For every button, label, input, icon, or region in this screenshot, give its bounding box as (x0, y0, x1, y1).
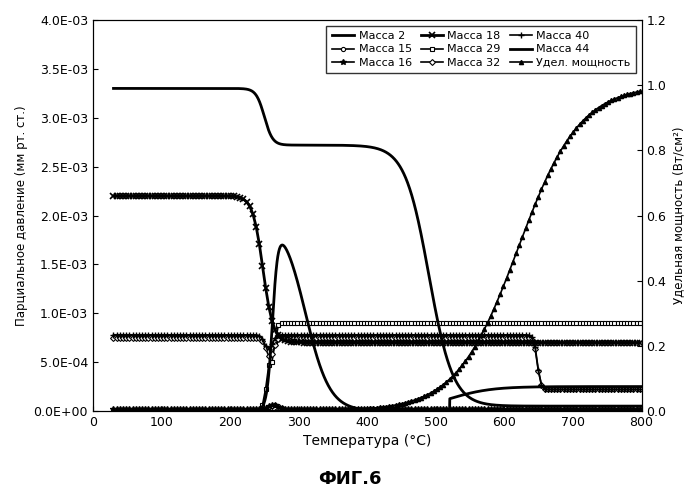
Масса 18 (372, 340, 381, 346)
Масса 44 (638, 384, 646, 389)
Масса 32 (636, 387, 644, 392)
Масса 15 (376, 408, 384, 414)
Масса 15 (458, 408, 466, 414)
Масса 32 (296, 335, 304, 341)
Масса 32 (379, 335, 387, 341)
Масса 2 (622, 403, 630, 409)
Масса 29 (109, 408, 118, 414)
Масса 15 (496, 408, 505, 414)
Масса 15 (382, 408, 391, 414)
X-axis label: Температура (°C): Температура (°C) (303, 434, 431, 449)
Text: ФИГ.6: ФИГ.6 (318, 470, 382, 488)
Line: Масса 32: Масса 32 (111, 336, 642, 391)
Масса 2 (366, 144, 375, 150)
Line: Удел. мощность: Удел. мощность (111, 89, 642, 413)
Масса 40 (379, 332, 387, 338)
Масса 16 (382, 406, 391, 412)
Масса 16 (179, 406, 188, 412)
Масса 2 (352, 143, 361, 149)
Масса 2 (136, 85, 145, 91)
Масса 40 (109, 332, 118, 338)
Legend: Масса 2, Масса 15, Масса 16, Масса 18, Масса 29, Масса 32, Масса 40, Масса 44, У: Масса 2, Масса 15, Масса 16, Масса 18, М… (326, 26, 636, 73)
Масса 18 (296, 340, 304, 346)
Масса 40 (296, 332, 304, 338)
Line: Масса 40: Масса 40 (111, 332, 643, 392)
Масса 40 (636, 387, 644, 392)
Масса 16 (458, 406, 466, 412)
Масса 16 (376, 406, 384, 412)
Масса 18 (379, 340, 387, 346)
Масса 29 (382, 320, 391, 326)
Удел. мощность (179, 408, 188, 414)
Масса 44 (109, 408, 118, 414)
Масса 18 (636, 340, 644, 346)
Масса 29 (341, 320, 349, 326)
Масса 44 (622, 384, 631, 389)
Масса 29 (376, 320, 384, 326)
Удел. мощность (182, 408, 190, 414)
Масса 18 (182, 193, 190, 199)
Масса 2 (525, 403, 533, 409)
Масса 32 (182, 335, 190, 341)
Line: Масса 29: Масса 29 (111, 321, 642, 413)
Удел. мощность (296, 408, 304, 414)
Удел. мощность (109, 408, 118, 414)
Масса 44 (366, 407, 375, 413)
Масса 29 (458, 320, 466, 326)
Масса 44 (622, 384, 631, 389)
Масса 44 (526, 384, 534, 390)
Line: Масса 16: Масса 16 (111, 402, 643, 412)
Y-axis label: Парциальное давление (мм рт. ст.): Парциальное давление (мм рт. ст.) (15, 105, 28, 326)
Масса 40 (455, 332, 463, 338)
Масса 18 (109, 193, 118, 199)
Масса 18 (458, 340, 466, 346)
Масса 40 (182, 332, 190, 338)
Масса 2 (109, 85, 118, 91)
Масса 16 (300, 406, 308, 412)
Y-axis label: Удельная мощность (Вт/см²): Удельная мощность (Вт/см²) (672, 127, 685, 304)
Масса 18 (455, 340, 463, 346)
Масса 40 (372, 332, 381, 338)
Масса 29 (182, 408, 190, 414)
Масса 15 (182, 408, 190, 414)
Масса 29 (179, 408, 188, 414)
Масса 16 (109, 406, 118, 412)
Масса 15 (636, 408, 644, 414)
Масса 32 (601, 387, 609, 392)
Масса 44 (278, 242, 286, 248)
Масса 32 (372, 335, 381, 341)
Line: Масса 2: Масса 2 (113, 88, 642, 406)
Масса 32 (109, 335, 118, 341)
Line: Масса 44: Масса 44 (113, 245, 642, 411)
Масса 16 (182, 406, 190, 412)
Удел. мощность (379, 404, 387, 410)
Line: Масса 18: Масса 18 (111, 193, 643, 346)
Масса 40 (601, 387, 609, 392)
Масса 15 (179, 408, 188, 414)
Масса 32 (455, 335, 463, 341)
Масса 15 (109, 408, 118, 414)
Масса 2 (622, 403, 631, 409)
Масса 40 (179, 332, 188, 338)
Удел. мощность (455, 366, 463, 372)
Масса 15 (300, 408, 308, 414)
Масса 32 (179, 335, 188, 341)
Удел. мощность (372, 405, 381, 411)
Масса 16 (268, 402, 277, 408)
Масса 2 (638, 403, 646, 409)
Line: Масса 15: Масса 15 (111, 403, 642, 413)
Масса 18 (179, 193, 188, 199)
Масса 16 (636, 406, 644, 412)
Масса 15 (271, 402, 279, 408)
Удел. мощность (636, 88, 644, 94)
Масса 44 (136, 408, 145, 414)
Масса 44 (352, 405, 361, 411)
Масса 29 (636, 320, 644, 326)
Масса 29 (296, 320, 304, 326)
